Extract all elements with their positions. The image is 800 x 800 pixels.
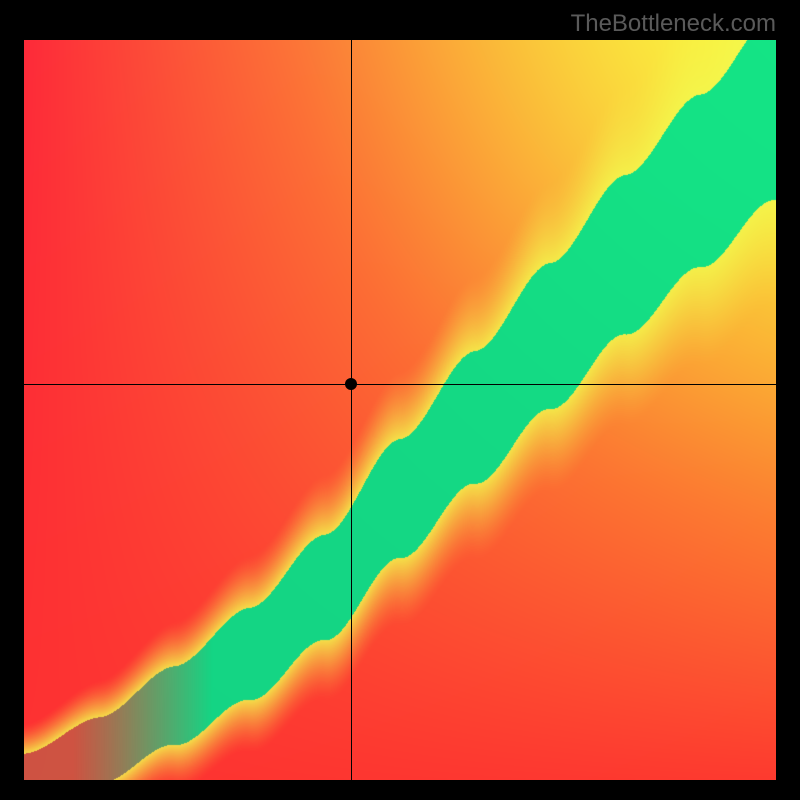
watermark-text: TheBottleneck.com [571,10,776,38]
crosshair-horizontal [24,384,776,385]
plot-area [24,40,776,780]
crosshair-vertical [351,40,352,780]
crosshair-point [345,378,357,390]
heatmap-canvas [24,40,776,780]
